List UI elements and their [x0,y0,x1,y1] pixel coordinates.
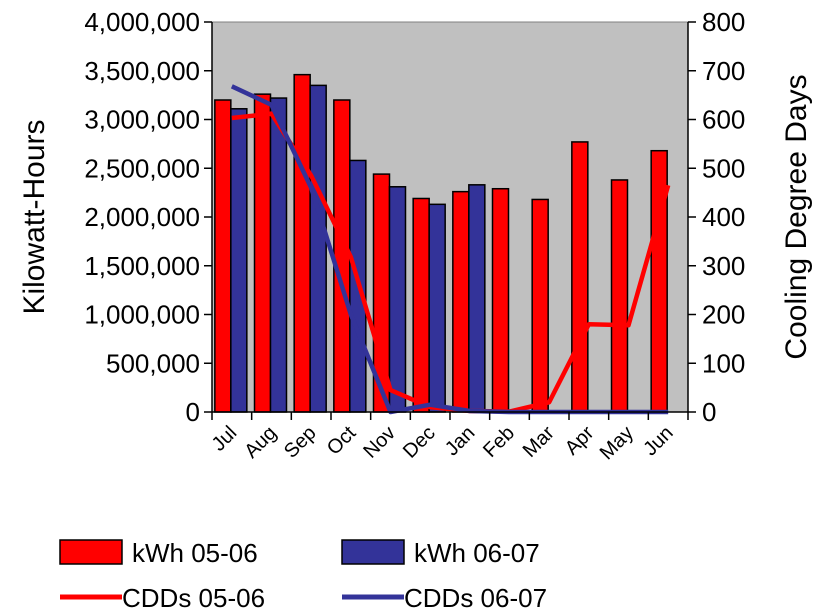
bar-2-sep [309,84,327,413]
x-tick-label-aug: Aug [240,422,281,463]
y2-tick-label: 200 [702,300,745,330]
bar-1-aug [253,93,272,413]
x-tick-label-feb: Feb [479,422,519,462]
y-axis-label: Kilowatt-Hours [18,119,51,314]
y-tick-label: 3,500,000 [84,56,200,86]
x-tick-label-apr: Apr [561,422,599,460]
plot-area [212,22,688,412]
legend-label-1: kWh 05-06 [132,538,258,568]
x-tick-label-may: May [596,422,638,464]
y-tick-label: 0 [186,397,200,427]
x-tick-label-dec: Dec [399,422,440,463]
y2-tick-label: 800 [702,7,745,37]
bar-1-apr [571,141,589,413]
bar-1-feb [491,187,510,413]
legend-label-3: CDDs 05-06 [122,583,265,611]
x-tick-label-sep: Sep [280,422,321,463]
x-tick-label-jul: Jul [208,422,242,456]
bar-1-oct [333,99,351,413]
bar-2-dec [428,203,446,413]
y-tick-label: 4,000,000 [84,7,200,37]
x-tick-label-nov: Nov [359,422,400,463]
x-tick-label-jan: Jan [441,422,479,460]
x-tick-label-oct: Oct [323,422,361,460]
y2-tick-label: 300 [702,251,745,281]
y-tick-label: 1,500,000 [84,251,200,281]
bar-1-mar [531,198,549,413]
bar-2-jul [230,108,248,413]
y2-tick-label: 100 [702,348,745,378]
y-tick-label: 3,000,000 [84,105,200,135]
bar-1-dec [412,197,430,413]
y2-tick-label: 400 [702,202,745,232]
bar-1-jul [214,99,232,413]
legend-label-4: CDDs 06-07 [404,583,547,611]
legend-swatch-2 [341,539,405,565]
y2-tick-label: 500 [702,153,745,183]
y-tick-label: 2,000,000 [84,202,200,232]
x-tick-label-mar: Mar [519,422,559,462]
y-tick-label: 1,000,000 [84,300,200,330]
bar-2-jan [468,184,486,413]
bar-1-may [610,179,629,413]
x-tick-label-jun: Jun [639,422,677,460]
bar-1-sep [293,73,311,413]
bar-2-aug [269,97,288,413]
y-tick-label: 2,500,000 [84,153,200,183]
y2-axis-label: Cooling Degree Days [780,74,813,359]
legend: kWh 05-06 kWh 06-07 CDDs 05-06 CDDs 06-07 [59,538,547,611]
legend-label-2: kWh 06-07 [414,538,540,568]
y2-tick-label: 0 [702,397,716,427]
legend-swatch-1 [59,539,123,565]
bar-1-jan [452,190,470,413]
y2-tick-label: 600 [702,105,745,135]
y2-tick-label: 700 [702,56,745,86]
y-tick-label: 500,000 [106,348,200,378]
bar-2-nov [388,186,407,413]
